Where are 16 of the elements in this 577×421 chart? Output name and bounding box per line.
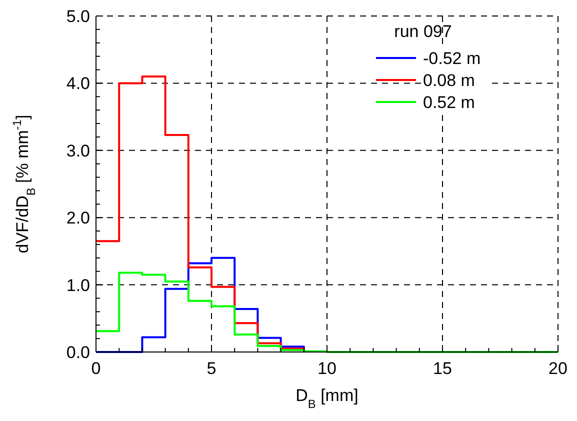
x-tick-label: 20	[548, 359, 568, 378]
y-tick-label: 2.0	[66, 208, 90, 228]
x-axis-title: D$_{B}$ [mm]	[296, 386, 358, 411]
y-tick-label: 4.0	[66, 74, 90, 94]
legend-label: 0.08 m	[423, 71, 475, 90]
legend-label: -0.52 m	[423, 49, 481, 68]
y-tick-label: 1.0	[66, 276, 90, 295]
y-tick-label: 3.0	[66, 141, 90, 160]
x-tick-label: 15	[433, 359, 452, 378]
legend-title: run 097	[394, 22, 452, 41]
x-tick-label: 0	[91, 359, 101, 378]
x-tick-label: 5	[206, 359, 216, 378]
y-tick-label: 0.0	[66, 343, 90, 362]
x-tick-label: 10	[318, 359, 336, 378]
y-tick-label: 5.0	[66, 7, 90, 26]
legend-label: 0.52 m	[423, 93, 475, 112]
